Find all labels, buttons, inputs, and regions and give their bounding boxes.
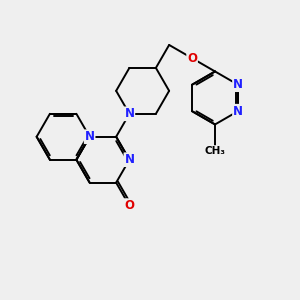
Text: O: O xyxy=(187,52,197,65)
Text: N: N xyxy=(233,78,243,91)
Text: N: N xyxy=(233,105,243,118)
Text: N: N xyxy=(85,130,94,143)
Text: CH₃: CH₃ xyxy=(205,146,226,156)
Text: N: N xyxy=(124,107,134,120)
Text: N: N xyxy=(124,153,134,166)
Text: O: O xyxy=(124,199,134,212)
